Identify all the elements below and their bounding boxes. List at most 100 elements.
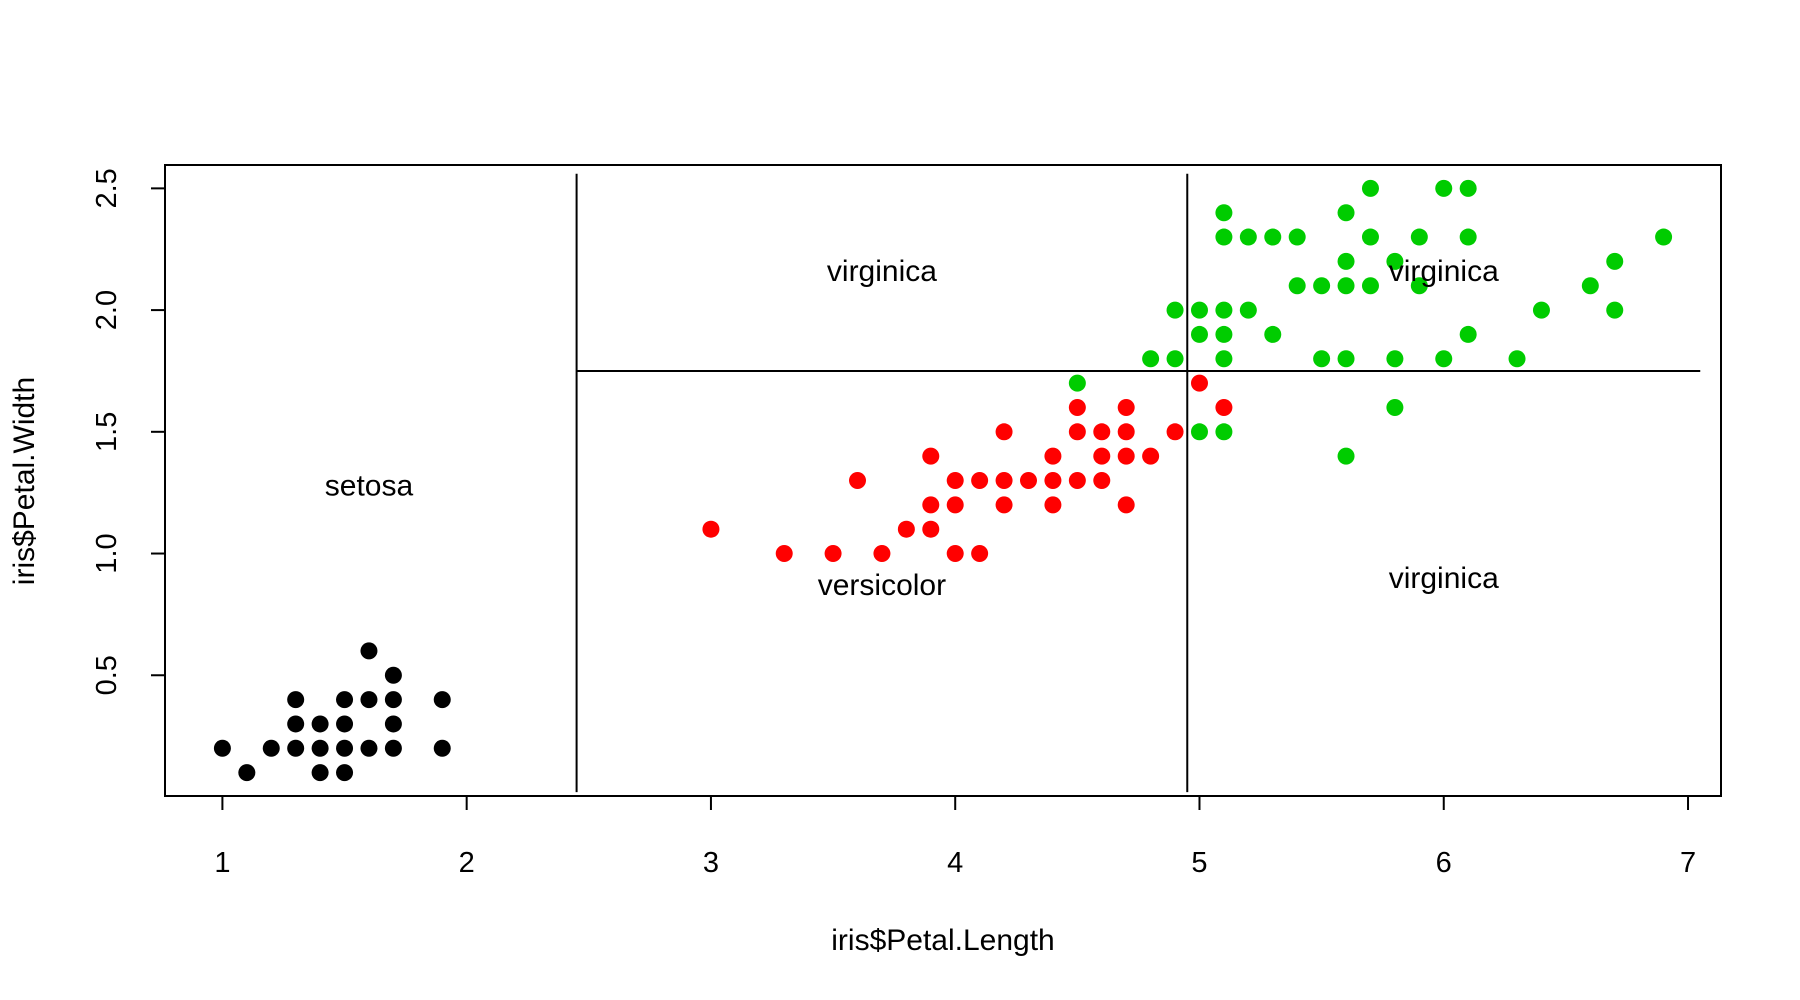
data-point	[1044, 447, 1062, 465]
data-point	[384, 715, 402, 733]
data-point	[922, 496, 940, 514]
data-point	[433, 691, 451, 709]
data-point	[873, 545, 891, 563]
region-label: virginica	[1389, 255, 1499, 288]
data-point	[1166, 301, 1184, 319]
data-point	[384, 666, 402, 684]
data-point	[384, 691, 402, 709]
data-point	[1264, 325, 1282, 343]
data-point	[1215, 398, 1233, 416]
data-point	[1313, 350, 1331, 368]
data-point	[1239, 228, 1257, 246]
data-point	[1166, 350, 1184, 368]
data-point	[360, 642, 378, 660]
data-point	[360, 691, 378, 709]
data-point	[1117, 398, 1135, 416]
data-point	[384, 739, 402, 757]
y-tick-label: 2.5	[91, 168, 123, 208]
data-point	[946, 496, 964, 514]
data-point	[1068, 423, 1086, 441]
data-point	[971, 545, 989, 563]
data-point	[213, 739, 231, 757]
data-point	[1215, 350, 1233, 368]
y-axis-title: iris$Petal.Width	[8, 377, 41, 585]
data-point	[1215, 325, 1233, 343]
y-axis: 0.5 1.0 1.5 2.0 2.5	[91, 168, 166, 695]
data-point	[1044, 496, 1062, 514]
data-point	[1019, 472, 1037, 489]
data-point	[702, 520, 720, 538]
data-point	[1337, 447, 1355, 465]
y-tick-label: 2.0	[91, 290, 123, 330]
x-tick-label: 2	[459, 847, 475, 879]
data-point	[824, 545, 842, 563]
data-point	[775, 545, 793, 563]
y-tick-label: 1.0	[91, 533, 123, 573]
data-point	[238, 764, 256, 782]
data-point	[1068, 398, 1086, 416]
data-point	[1190, 325, 1208, 343]
y-tick-label: 0.5	[91, 655, 123, 695]
data-point	[336, 739, 354, 757]
data-point	[1459, 325, 1477, 343]
data-point	[1068, 472, 1086, 489]
data-point	[1068, 374, 1086, 392]
data-point	[1288, 228, 1306, 246]
x-tick-label: 4	[947, 847, 963, 879]
data-point	[262, 739, 280, 757]
data-point	[1215, 301, 1233, 319]
data-point	[336, 691, 354, 709]
data-point	[1410, 277, 1428, 295]
data-point	[1386, 398, 1404, 416]
data-point	[922, 447, 940, 465]
x-tick-label: 7	[1680, 847, 1696, 879]
data-points	[213, 179, 1673, 782]
x-tick-label: 3	[703, 847, 719, 879]
region-label: virginica	[1389, 562, 1499, 595]
data-point	[1606, 252, 1624, 270]
region-label: setosa	[325, 469, 414, 502]
data-point	[1508, 350, 1526, 368]
data-point	[1655, 228, 1673, 246]
data-point	[360, 739, 378, 757]
data-point	[1117, 496, 1135, 514]
data-point	[1459, 228, 1477, 246]
data-point	[849, 472, 867, 489]
data-point	[336, 764, 354, 782]
data-point	[1166, 423, 1184, 441]
data-point	[1532, 301, 1550, 319]
data-point	[946, 472, 964, 489]
data-point	[311, 739, 329, 757]
data-point	[287, 739, 305, 757]
data-point	[1435, 350, 1453, 368]
data-point	[1386, 252, 1404, 270]
data-point	[1117, 423, 1135, 441]
data-point	[1337, 252, 1355, 270]
data-point	[433, 739, 451, 757]
data-point	[1361, 228, 1379, 246]
data-point	[1361, 277, 1379, 295]
data-point	[995, 423, 1013, 441]
data-point	[1044, 472, 1062, 489]
data-point	[1264, 228, 1282, 246]
data-point	[1459, 179, 1477, 197]
y-tick-label: 1.5	[91, 412, 123, 452]
data-point	[1190, 374, 1208, 392]
x-axis: 1 2 3 4 5 6 7	[214, 795, 1696, 879]
data-point	[1239, 301, 1257, 319]
data-point	[1386, 350, 1404, 368]
data-point	[1215, 228, 1233, 246]
region-labels: setosa virginica versicolor virginica virgin…	[325, 255, 1499, 602]
data-point	[287, 691, 305, 709]
data-point	[1606, 301, 1624, 319]
data-point	[1288, 277, 1306, 295]
data-point	[971, 472, 989, 489]
data-point	[1313, 277, 1331, 295]
split-lines	[575, 173, 1701, 793]
data-point	[1581, 277, 1599, 295]
data-point	[1093, 423, 1111, 441]
data-point	[1337, 277, 1355, 295]
data-point	[1142, 350, 1160, 368]
data-point	[1337, 350, 1355, 368]
